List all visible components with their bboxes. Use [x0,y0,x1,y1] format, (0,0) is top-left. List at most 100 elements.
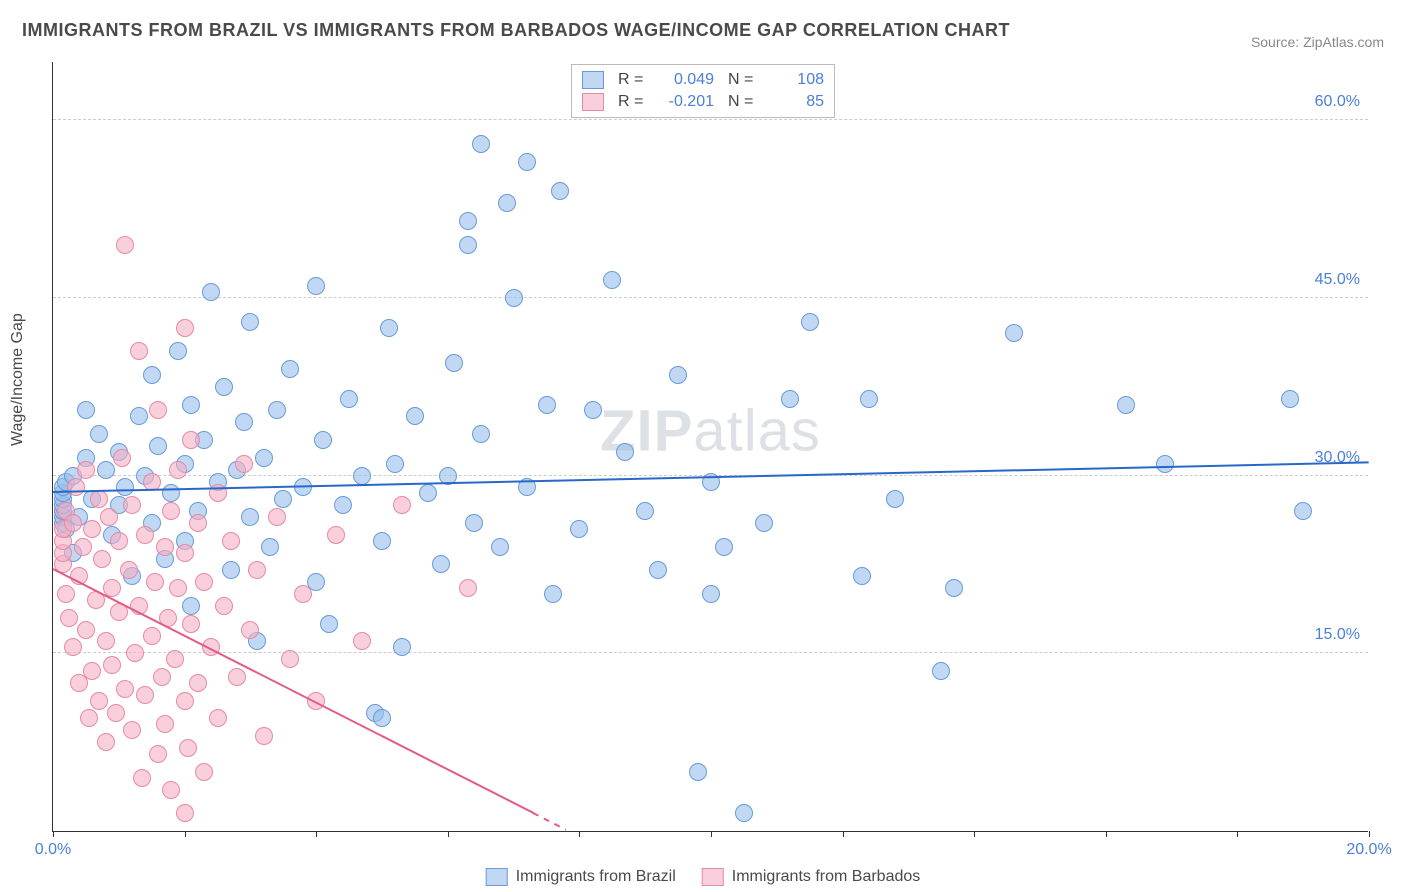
gridline [53,652,1368,653]
data-point [189,514,207,532]
data-point [169,579,187,597]
data-point [544,585,562,603]
data-point [853,567,871,585]
data-point [126,644,144,662]
data-point [215,597,233,615]
data-point [90,425,108,443]
data-point [133,769,151,787]
data-point [498,194,516,212]
data-point [215,378,233,396]
data-point [97,733,115,751]
data-point [153,668,171,686]
data-point [616,443,634,461]
data-point [386,455,404,473]
data-point [781,390,799,408]
series-legend: Immigrants from Brazil Immigrants from B… [486,868,921,886]
data-point [241,508,259,526]
data-point [103,656,121,674]
data-point [801,313,819,331]
data-point [459,236,477,254]
data-point [113,449,131,467]
data-point [57,585,75,603]
data-point [107,704,125,722]
data-point [156,538,174,556]
data-point [320,615,338,633]
data-point [116,680,134,698]
scatter-plot-area: ZIPatlas 15.0%30.0%45.0%60.0%0.0%20.0% [52,62,1368,832]
data-point [146,573,164,591]
data-point [689,763,707,781]
correlation-legend: R = 0.049 N = 108 R = -0.201 N = 85 [571,64,835,118]
data-point [77,461,95,479]
x-tick-mark [448,831,449,837]
swatch-brazil [582,71,604,89]
data-point [584,401,602,419]
data-point [235,413,253,431]
data-point [334,496,352,514]
data-point [90,490,108,508]
x-tick-mark [316,831,317,837]
data-point [715,538,733,556]
legend-row-brazil: R = 0.049 N = 108 [582,69,824,91]
data-point [166,650,184,668]
data-point [97,632,115,650]
data-point [432,555,450,573]
data-point [195,763,213,781]
data-point [241,621,259,639]
data-point [162,502,180,520]
y-tick-label: 15.0% [1315,626,1360,644]
data-point [472,425,490,443]
data-point [136,526,154,544]
data-point [459,212,477,230]
y-tick-label: 60.0% [1315,93,1360,111]
data-point [735,804,753,822]
x-tick-mark [579,831,580,837]
legend-item-barbados: Immigrants from Barbados [702,868,921,886]
data-point [83,520,101,538]
data-point [281,360,299,378]
data-point [77,401,95,419]
data-point [182,615,200,633]
data-point [130,407,148,425]
data-point [222,561,240,579]
data-point [373,532,391,550]
data-point [182,396,200,414]
data-point [932,662,950,680]
x-tick-mark [1106,831,1107,837]
data-point [149,401,167,419]
data-point [551,182,569,200]
data-point [340,390,358,408]
data-point [274,490,292,508]
data-point [60,609,78,627]
data-point [1156,455,1174,473]
data-point [860,390,878,408]
data-point [669,366,687,384]
data-point [393,496,411,514]
data-point [307,277,325,295]
data-point [77,621,95,639]
data-point [80,709,98,727]
data-point [702,585,720,603]
chart-title: IMMIGRANTS FROM BRAZIL VS IMMIGRANTS FRO… [22,20,1010,41]
data-point [281,650,299,668]
x-tick-mark [185,831,186,837]
x-tick-mark [843,831,844,837]
data-point [353,467,371,485]
data-point [465,514,483,532]
y-axis-label: Wage/Income Gap [9,313,27,446]
data-point [570,520,588,538]
source-attribution: Source: ZipAtlas.com [1251,34,1384,50]
data-point [294,585,312,603]
data-point [123,496,141,514]
legend-item-brazil: Immigrants from Brazil [486,868,676,886]
data-point [67,478,85,496]
data-point [202,283,220,301]
data-point [491,538,509,556]
data-point [189,674,207,692]
data-point [143,627,161,645]
data-point [64,514,82,532]
data-point [255,449,273,467]
data-point [248,561,266,579]
gridline [53,119,1368,120]
data-point [83,662,101,680]
